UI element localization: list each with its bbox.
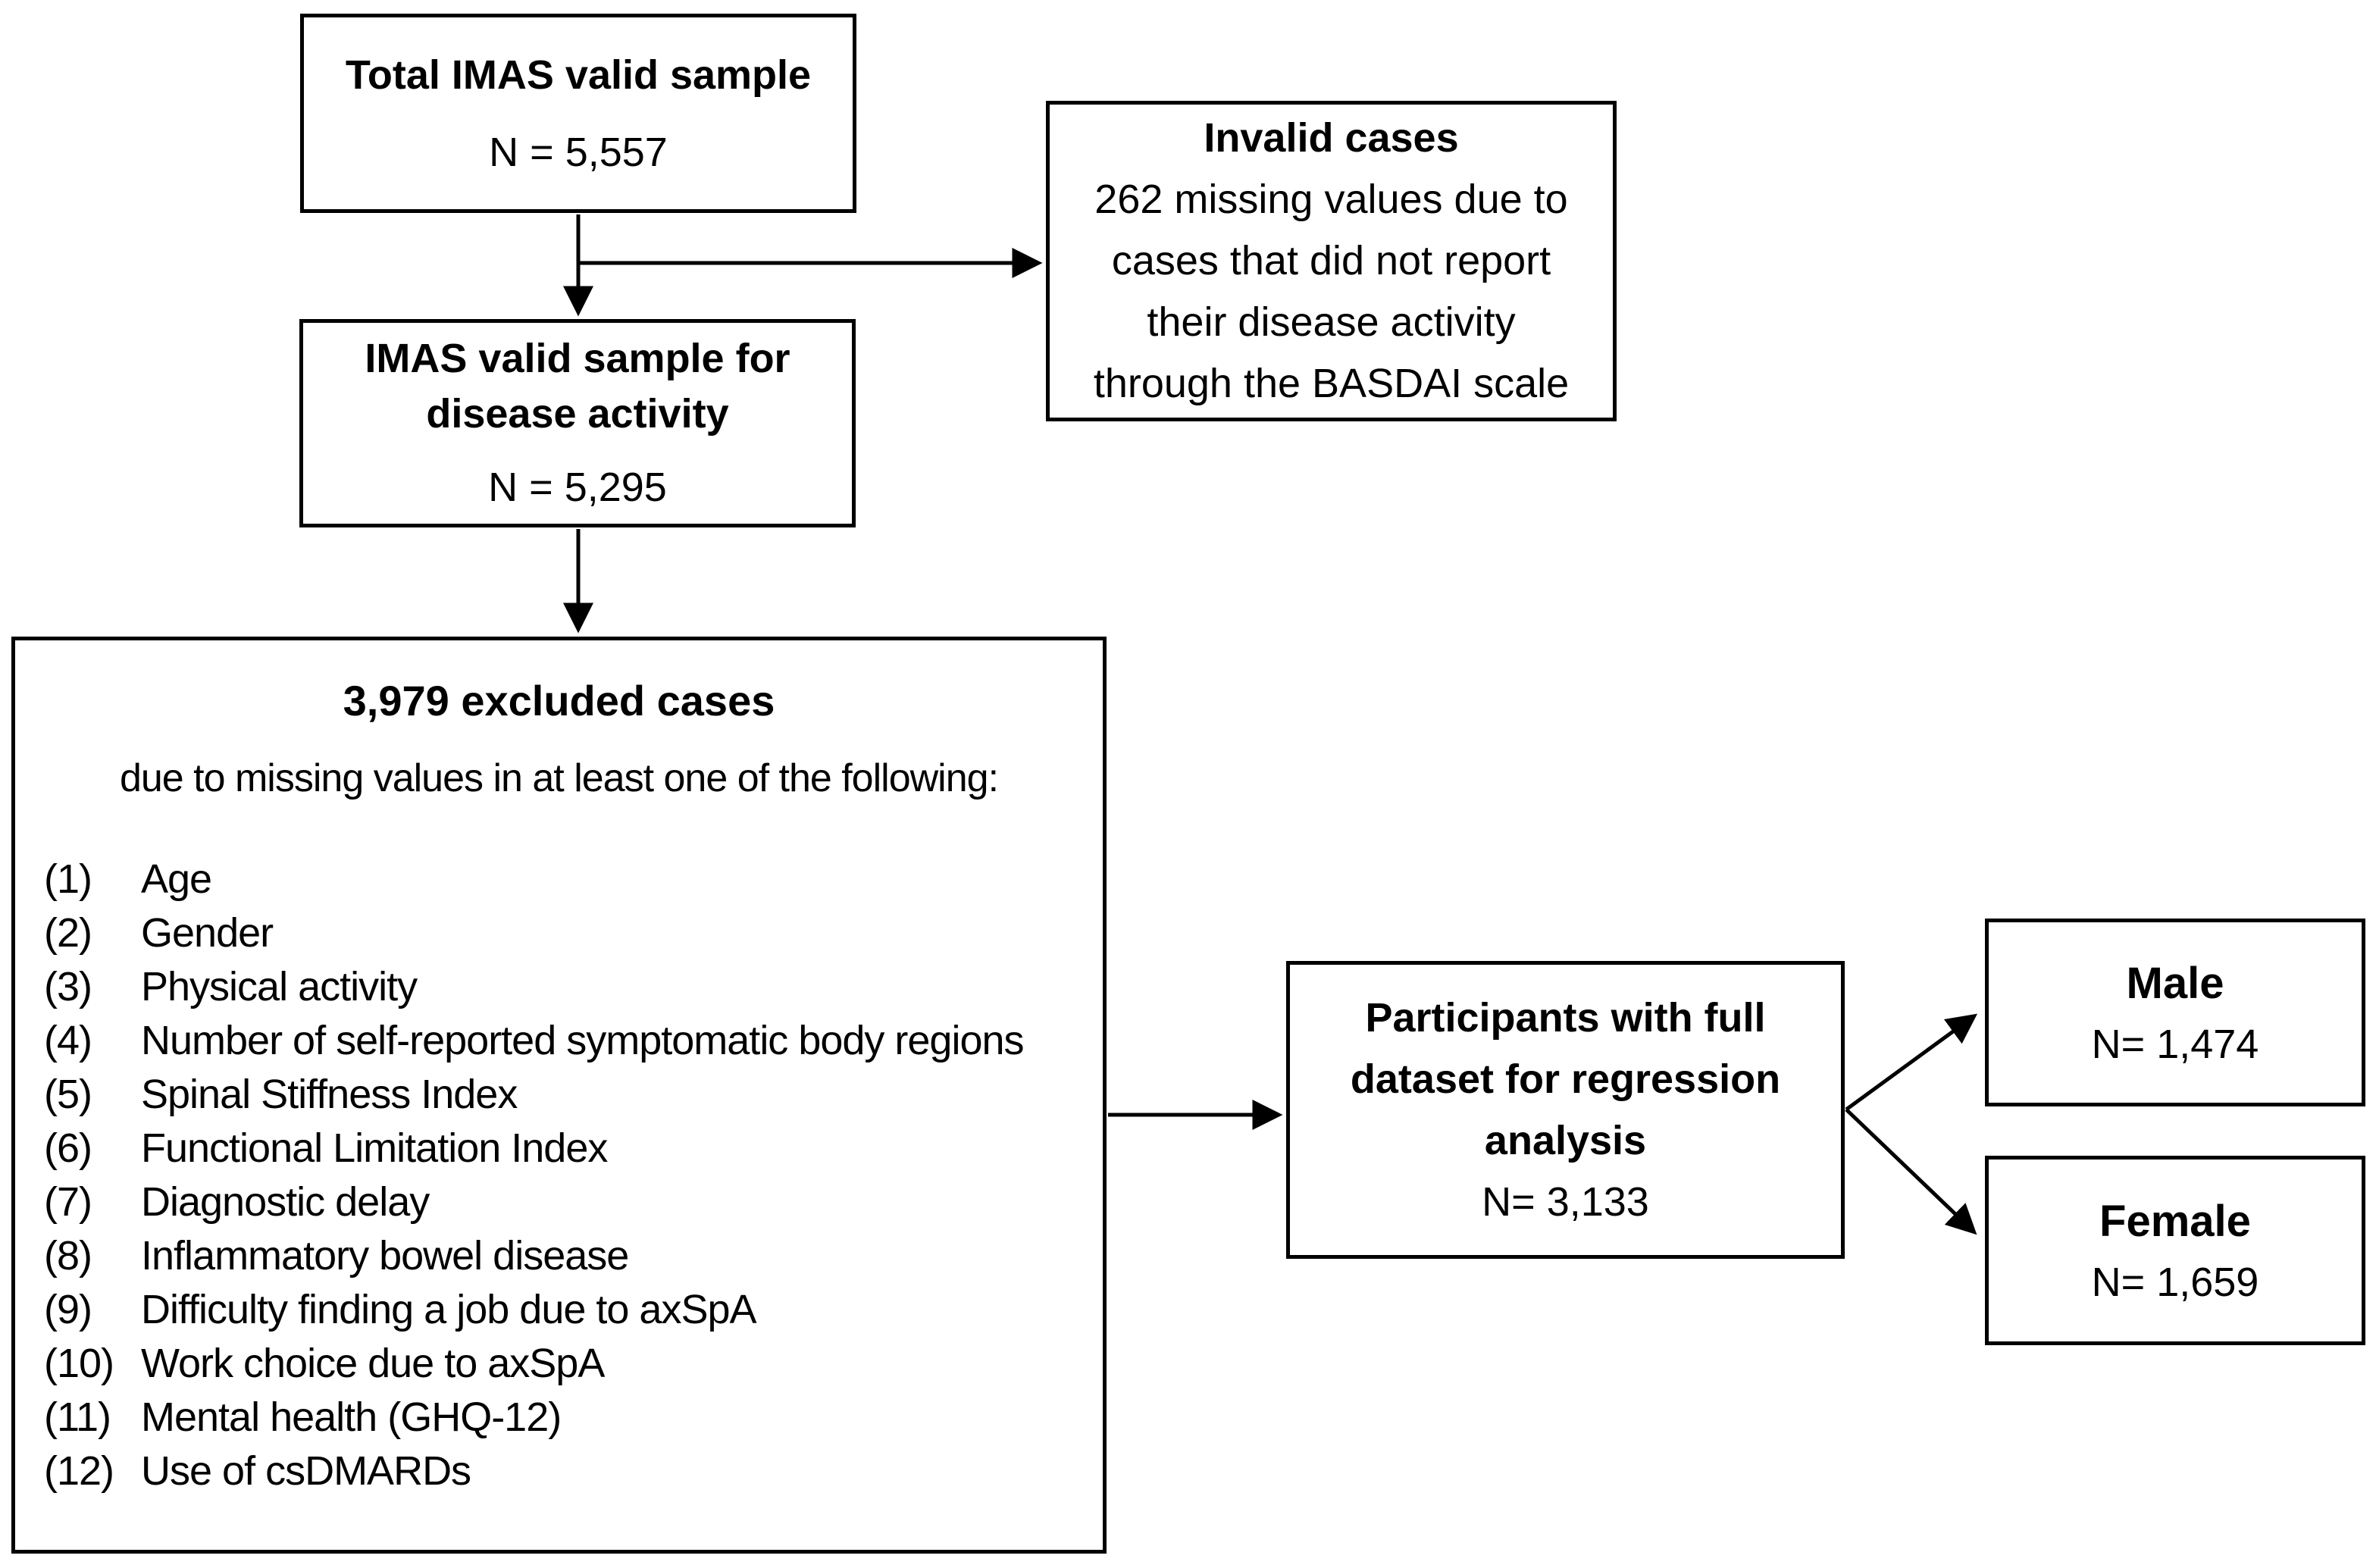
- excluded-item-number: (11): [44, 1394, 111, 1440]
- excluded-list-item: (2) Gender: [44, 906, 1103, 960]
- excluded-cases-box: 3,979 excluded cases due to missing valu…: [11, 637, 1107, 1554]
- excluded-list-item: (4) Number of self-reported symptomatic …: [44, 1014, 1103, 1068]
- excluded-item-label: Spinal Stiffness Index: [141, 1072, 518, 1117]
- excluded-item-number: (8): [44, 1233, 92, 1278]
- male-title: Male: [2126, 958, 2224, 1008]
- excluded-item-label: Inflammatory bowel disease: [141, 1233, 629, 1278]
- excluded-list-item: (7) Diagnostic delay: [44, 1175, 1103, 1229]
- excluded-item-label: Physical activity: [141, 964, 418, 1009]
- excluded-item-number: (5): [44, 1072, 92, 1117]
- excluded-item-number: (3): [44, 964, 92, 1009]
- female-n: N= 1,659: [2091, 1259, 2259, 1305]
- excluded-item-number: (9): [44, 1287, 92, 1332]
- excluded-item-label: Diagnostic delay: [141, 1179, 430, 1225]
- excluded-list-item: (11) Mental health (GHQ-12): [44, 1391, 1103, 1444]
- excluded-item-label: Functional Limitation Index: [141, 1125, 608, 1171]
- female-box: Female N= 1,659: [1985, 1156, 2365, 1345]
- excluded-item-number: (10): [44, 1341, 114, 1386]
- excluded-item-label: Work choice due to axSpA: [141, 1341, 605, 1386]
- valid-sample-n: N = 5,295: [488, 464, 667, 510]
- excluded-item-label: Gender: [141, 910, 274, 956]
- excluded-item-label: Mental health (GHQ-12): [141, 1394, 562, 1440]
- excluded-list-item: (8) Inflammatory bowel disease: [44, 1229, 1103, 1283]
- excluded-item-number: (2): [44, 910, 92, 956]
- excluded-cases-list: (1) Age (2) Gender (3) Physical activity…: [15, 853, 1103, 1498]
- excluded-list-item: (5) Spinal Stiffness Index: [44, 1068, 1103, 1122]
- excluded-list-item: (10) Work choice due to axSpA: [44, 1337, 1103, 1391]
- excluded-list-item: (6) Functional Limitation Index: [44, 1122, 1103, 1175]
- excluded-list-item: (9) Difficulty finding a job due to axSp…: [44, 1283, 1103, 1337]
- excluded-list-item: (3) Physical activity: [44, 960, 1103, 1014]
- valid-sample-box: IMAS valid sample for disease activity N…: [299, 319, 856, 527]
- male-n: N= 1,474: [2091, 1021, 2259, 1067]
- excluded-item-number: (6): [44, 1125, 92, 1171]
- excluded-item-number: (12): [44, 1448, 114, 1494]
- total-sample-box: Total IMAS valid sample N = 5,557: [300, 14, 856, 213]
- total-sample-n: N = 5,557: [489, 129, 668, 175]
- valid-sample-title: IMAS valid sample for disease activity: [365, 336, 790, 437]
- excluded-list-item: (1) Age: [44, 853, 1103, 906]
- excluded-cases-subtitle: due to missing values in at least one of…: [119, 756, 999, 800]
- participants-box: Participants with full dataset for regre…: [1286, 961, 1845, 1259]
- excluded-item-label: Number of self-reported symptomatic body…: [141, 1018, 1025, 1063]
- participants-n: N= 3,133: [1482, 1178, 1649, 1225]
- excluded-item-number: (1): [44, 856, 92, 902]
- arrow-participants-to-female: [1845, 1108, 1977, 1235]
- male-box: Male N= 1,474: [1985, 919, 2365, 1106]
- invalid-cases-body: 262 missing values due to cases that did…: [1093, 177, 1570, 406]
- invalid-cases-box: Invalid cases 262 missing values due to …: [1046, 101, 1617, 421]
- total-sample-title: Total IMAS valid sample: [345, 52, 812, 98]
- excluded-item-number: (4): [44, 1018, 92, 1063]
- arrow-participants-to-male: [1845, 1013, 1978, 1112]
- excluded-item-label: Age: [141, 856, 212, 902]
- excluded-item-label: Use of csDMARDs: [141, 1448, 471, 1494]
- invalid-cases-title: Invalid cases: [1204, 115, 1459, 161]
- excluded-item-label: Difficulty finding a job due to axSpA: [141, 1287, 757, 1332]
- participants-title: Participants with full dataset for regre…: [1350, 994, 1781, 1163]
- excluded-item-number: (7): [44, 1179, 92, 1225]
- female-title: Female: [2099, 1196, 2251, 1246]
- excluded-cases-title: 3,979 excluded cases: [343, 677, 775, 725]
- excluded-list-item: (12) Use of csDMARDs: [44, 1444, 1103, 1498]
